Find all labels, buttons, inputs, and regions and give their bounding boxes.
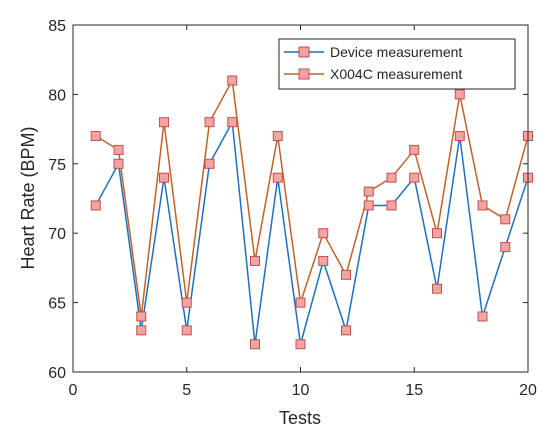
- data-point-x004c: [272, 131, 283, 142]
- legend-label-x004c: X004C measurement: [330, 66, 462, 82]
- x-tick-label: 20: [519, 382, 537, 399]
- y-tick-label: 85: [48, 18, 66, 35]
- data-point-x004c: [432, 228, 442, 239]
- x-tick-label: 0: [69, 382, 78, 399]
- data-point-device: [500, 242, 511, 253]
- data-point-device: [90, 200, 101, 211]
- data-point-device: [363, 200, 374, 211]
- data-point-x004c: [159, 117, 169, 128]
- series-line-x004c: [95, 78, 529, 317]
- legend: Device measurement X004C measurement: [278, 38, 516, 90]
- series-line-device: [95, 119, 529, 345]
- data-point-x004c: [409, 144, 420, 155]
- data-point-x004c: [181, 297, 192, 308]
- data-point-x004c: [341, 269, 351, 280]
- plot-frame: [72, 24, 529, 373]
- data-point-x004c: [500, 214, 511, 225]
- data-point-x004c: [454, 89, 465, 100]
- legend-box: [278, 38, 516, 90]
- y-tick-label: 75: [48, 157, 66, 174]
- data-point-device: [409, 172, 420, 183]
- legend-marker-device: [298, 46, 310, 58]
- y-tick-label: 65: [48, 296, 66, 313]
- data-point-x004c: [318, 228, 329, 239]
- y-tick-label: 60: [48, 365, 66, 382]
- legend-label-device: Device measurement: [330, 44, 462, 60]
- data-point-x004c: [250, 255, 260, 266]
- legend-marker-x004c: [298, 68, 310, 80]
- data-point-device: [272, 172, 283, 183]
- data-point-x004c: [204, 117, 215, 128]
- data-point-device: [318, 255, 329, 266]
- data-point-device: [250, 339, 260, 350]
- data-point-x004c: [295, 297, 306, 308]
- y-axis-label: Heart Rate (BPM): [18, 126, 38, 269]
- data-point-x004c: [90, 131, 101, 142]
- data-point-x004c: [363, 186, 374, 197]
- y-tick-label: 70: [48, 226, 66, 243]
- data-point-device: [113, 158, 124, 169]
- y-tick-label: 80: [48, 87, 66, 104]
- data-point-device: [227, 117, 238, 128]
- data-point-device: [204, 158, 215, 169]
- x-axis-label: Tests: [279, 408, 321, 428]
- data-point-device: [159, 172, 169, 183]
- data-point-device: [181, 325, 192, 336]
- data-point-x004c: [136, 311, 147, 322]
- data-point-device: [136, 325, 147, 336]
- data-point-x004c: [113, 144, 124, 155]
- data-point-device: [454, 131, 465, 142]
- ticks-layer: 0 5 10 15 20 60 65 70 75 80 85: [48, 18, 537, 399]
- data-point-device: [386, 200, 397, 211]
- data-point-device: [295, 339, 306, 350]
- x-tick-label: 15: [405, 382, 423, 399]
- data-point-x004c: [227, 75, 238, 86]
- data-point-device: [432, 283, 442, 294]
- x-tick-label: 5: [182, 382, 191, 399]
- data-point-x004c: [477, 200, 488, 211]
- data-point-device: [477, 311, 488, 322]
- x-tick-label: 10: [292, 382, 310, 399]
- data-point-device: [341, 325, 351, 336]
- data-point-x004c: [386, 172, 397, 183]
